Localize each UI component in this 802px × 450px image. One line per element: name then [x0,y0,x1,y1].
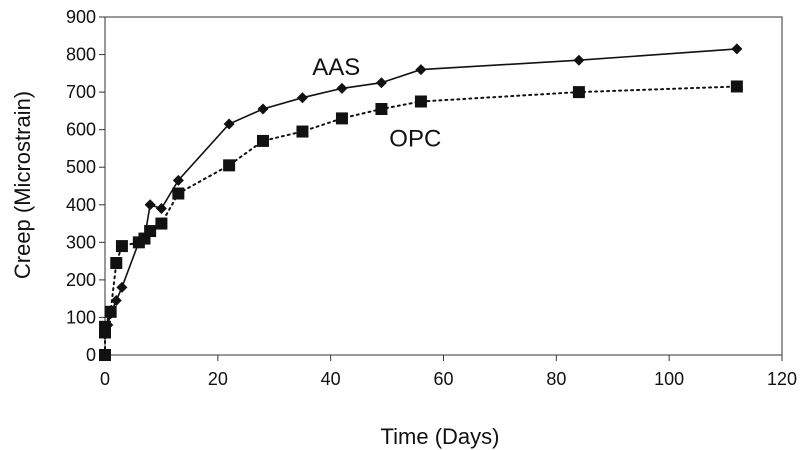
data-point-opc [155,217,168,230]
data-point-opc [296,125,309,138]
x-tick-label: 60 [433,369,453,389]
data-point-aas [223,118,235,130]
series-opc [99,80,743,361]
data-point-opc [99,320,111,333]
data-point-opc [172,187,185,200]
x-tick-label: 100 [654,369,684,389]
data-point-aas [415,64,427,76]
y-tick-label: 500 [66,157,96,177]
data-point-aas [116,281,128,293]
data-point-aas [155,203,167,215]
series-label-opc: OPC [389,126,441,153]
data-point-aas [375,77,387,89]
data-point-opc [730,80,743,93]
y-tick-label: 800 [66,45,96,65]
data-point-opc [335,112,348,125]
x-tick-label: 120 [767,369,797,389]
data-point-opc [375,103,388,116]
data-point-aas [257,103,269,115]
x-tick-label: 0 [100,369,110,389]
series-layer [99,43,743,361]
y-tick-label: 0 [86,345,96,365]
y-tick-label: 600 [66,120,96,140]
x-tick-label: 40 [321,369,341,389]
data-point-aas [144,199,156,211]
y-axis-title: Creep (Microstrain) [10,91,35,279]
series-label-aas: AAS [312,54,360,81]
series-aas [99,43,743,340]
data-point-aas [172,174,184,186]
data-point-opc [104,305,117,318]
data-point-aas [573,54,585,66]
data-point-opc [110,256,123,269]
axes: 0 100 200 300 400 500 600 700 800 900 0 20 40 60 80 100… [66,7,797,389]
data-point-opc [223,159,236,172]
x-tick-label: 80 [546,369,566,389]
y-tick-label: 100 [66,307,96,327]
y-tick-label: 200 [66,270,96,290]
series-line-aas [104,48,737,335]
data-point-opc [99,349,111,361]
x-axis-title: Time (Days) [381,424,500,449]
x-tick-label: 20 [208,369,228,389]
data-point-aas [110,295,122,307]
y-tick-label: 900 [66,7,96,27]
y-tick-label: 400 [66,195,96,215]
data-point-aas [296,92,308,104]
data-point-opc [572,86,585,99]
y-tick-label: 300 [66,232,96,252]
data-point-aas [336,82,348,94]
data-point-opc [256,134,269,147]
data-point-opc [144,225,157,238]
annotations: AAS OPC [312,54,441,152]
data-point-opc [115,240,128,253]
y-tick-label: 700 [66,82,96,102]
data-point-opc [414,95,427,108]
data-point-aas [731,43,743,55]
